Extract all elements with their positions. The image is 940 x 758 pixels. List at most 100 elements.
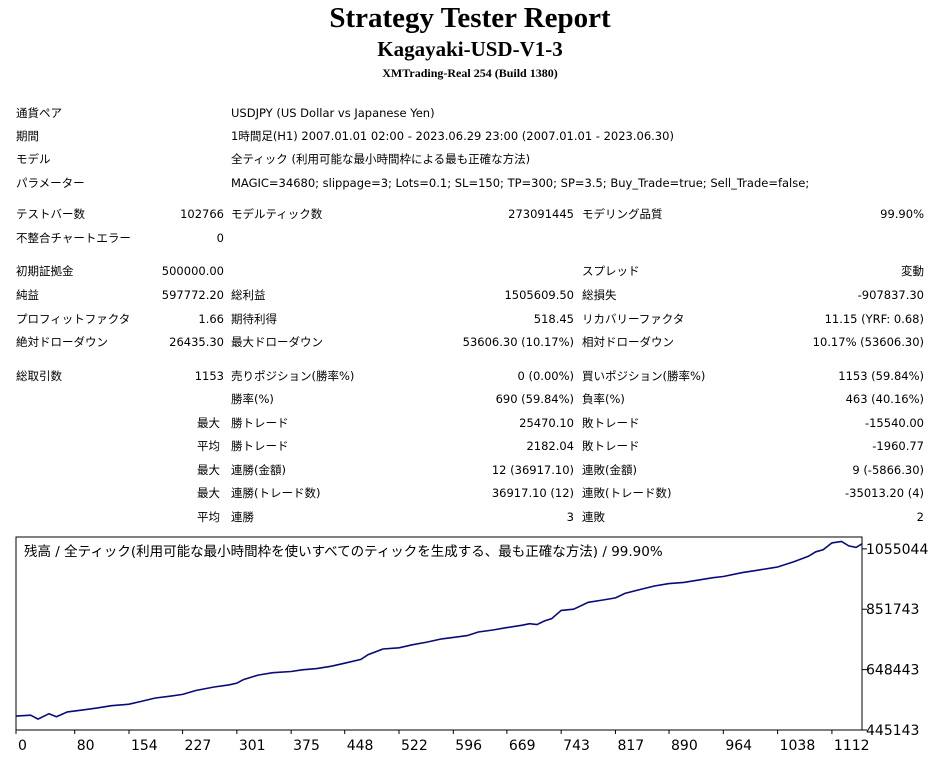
x-tick-label: 448 [347, 738, 374, 754]
gross-loss-value: -907837.30 [857, 288, 924, 302]
short-value: 0 (0.00%) [517, 369, 574, 383]
short-label: 売りポジション(勝率%) [231, 369, 355, 383]
setting-value: 1時間足(H1) 2007.01.01 02:00 - 2023.06.29 2… [231, 129, 674, 143]
report-title: Strategy Tester Report [329, 2, 611, 34]
x-tick-label: 743 [563, 738, 590, 754]
net-label: 純益 [16, 288, 39, 302]
x-tick-label: 1038 [780, 738, 816, 754]
consec-loss-count-label: 連敗(トレード数) [582, 486, 672, 500]
x-tick-label: 154 [131, 738, 158, 754]
stats-row-consec-count: 最大 連勝(トレード数) 36917.10 (12) 連敗(トレード数) -35… [0, 482, 940, 504]
chart-title: 残高 / 全ティック(利用可能な最小時間枠を使いすべてのティックを生成する、最も… [24, 543, 663, 560]
spread-label: スプレッド [582, 264, 640, 278]
balance-chart: 残高 / 全ティック(利用可能な最小時間枠を使いすべてのティックを生成する、最も… [0, 531, 940, 754]
avg-win-label: 勝トレード [231, 439, 289, 453]
stats-row-total: 総取引数 1153 売りポジション(勝率%) 0 (0.00%) 買いポジション… [0, 365, 940, 387]
stats-row-consec-money: 最大 連勝(金額) 12 (36917.10) 連敗(金額) 9 (-5866.… [0, 459, 940, 481]
stats-row-mismatch: 不整合チャートエラー 0 [0, 227, 940, 249]
pf-value: 1.66 [198, 312, 224, 326]
stats-row-avg-consec: 平均 連勝 3 連敗 2 [0, 506, 940, 528]
x-tick-label: 964 [725, 738, 752, 754]
gross-profit-label: 総利益 [231, 288, 266, 302]
x-tick-label: 890 [671, 738, 698, 754]
gross-profit-value: 1505609.50 [504, 288, 574, 302]
total-value: 1153 [194, 369, 224, 383]
expected-label: 期待利得 [231, 312, 277, 326]
consec-win-money-value: 12 (36917.10) [491, 463, 574, 477]
balance-series-line [15, 540, 863, 720]
avg-loss-value: -1960.77 [872, 439, 924, 453]
avg-consec-win-label: 連勝 [231, 510, 254, 524]
avg-loss-label: 敗トレード [582, 439, 640, 453]
avg-prefix: 平均 [197, 439, 220, 453]
setting-label: 期間 [16, 129, 39, 143]
y-tick-label: 1055044 [866, 542, 928, 558]
rel-dd-value: 10.17% (53606.30) [812, 335, 924, 349]
stats-row-deposit: 初期証拠金 500000.00 スプレッド 変動 [0, 260, 940, 282]
stats-row-bars: テストバー数 102766 モデルティック数 273091445 モデリング品質… [0, 203, 940, 225]
recovery-label: リカバリーファクタ [582, 312, 685, 326]
quality-label: モデリング品質 [582, 207, 663, 221]
consec-win-count-label: 連勝(トレード数) [231, 486, 321, 500]
consec-win-count-value: 36917.10 (12) [491, 486, 574, 500]
max-prefix: 最大 [197, 416, 220, 430]
largest-win-value: 25470.10 [519, 416, 574, 430]
total-label: 総取引数 [16, 369, 62, 383]
x-tick-label: 80 [77, 738, 95, 754]
long-value: 1153 (59.84%) [838, 369, 924, 383]
spread-value: 変動 [901, 264, 924, 278]
mismatch-value: 0 [216, 231, 224, 245]
ticks-label: モデルティック数 [231, 207, 323, 221]
x-tick-label: 227 [185, 738, 212, 754]
stats-row-average: 平均 勝トレード 2182.04 敗トレード -1960.77 [0, 435, 940, 457]
largest-win-label: 勝トレード [231, 416, 289, 430]
stats-row-winrate: 勝率(%) 690 (59.84%) 負率(%) 463 (40.16%) [0, 388, 940, 410]
x-tick-label: 1112 [834, 738, 870, 754]
setting-row-symbol: 通貨ペア USDJPY (US Dollar vs Japanese Yen) [0, 102, 940, 124]
x-tick-label: 669 [509, 738, 536, 754]
net-value: 597772.20 [161, 288, 224, 302]
setting-row-period: 期間 1時間足(H1) 2007.01.01 02:00 - 2023.06.2… [0, 125, 940, 147]
win-pct-value: 690 (59.84%) [495, 392, 574, 406]
avg-prefix: 平均 [197, 510, 220, 524]
y-tick-label: 445143 [866, 723, 919, 739]
x-tick-label: 301 [239, 738, 266, 754]
consec-loss-money-label: 連敗(金額) [582, 463, 637, 477]
pf-label: プロフィットファクタ [16, 312, 131, 326]
loss-pct-value: 463 (40.16%) [845, 392, 924, 406]
x-tick-label: 596 [455, 738, 482, 754]
bars-label: テストバー数 [16, 207, 85, 221]
max-prefix: 最大 [197, 463, 220, 477]
gross-loss-label: 総損失 [582, 288, 617, 302]
stats-row-largest: 最大 勝トレード 25470.10 敗トレード -15540.00 [0, 412, 940, 434]
balance-chart-svg: 残高 / 全ティック(利用可能な最小時間枠を使いすべてのティックを生成する、最も… [15, 536, 928, 754]
server-info: XMTrading-Real 254 (Build 1380) [382, 66, 558, 80]
recovery-value: 11.15 (YRF: 0.68) [824, 312, 924, 326]
consec-win-money-label: 連勝(金額) [231, 463, 286, 477]
setting-value: MAGIC=34680; slippage=3; Lots=0.1; SL=15… [231, 176, 810, 190]
max-dd-value: 53606.30 (10.17%) [462, 335, 574, 349]
setting-value: 全ティック (利用可能な最小時間枠による最も正確な方法) [231, 152, 531, 166]
largest-loss-label: 敗トレード [582, 416, 640, 430]
setting-label: モデル [16, 152, 51, 166]
x-tick-label: 817 [617, 738, 644, 754]
avg-consec-win-value: 3 [566, 510, 574, 524]
x-tick-label: 0 [18, 738, 27, 754]
stats-row-net: 純益 597772.20 総利益 1505609.50 総損失 -907837.… [0, 284, 940, 306]
quality-value: 99.90% [880, 207, 924, 221]
setting-row-model: モデル 全ティック (利用可能な最小時間枠による最も正確な方法) [0, 148, 940, 170]
mismatch-label: 不整合チャートエラー [16, 231, 131, 245]
stats-row-dd: 絶対ドローダウン 26435.30 最大ドローダウン 53606.30 (10.… [0, 331, 940, 353]
deposit-label: 初期証拠金 [16, 264, 74, 278]
x-tick-label: 522 [401, 738, 428, 754]
long-label: 買いポジション(勝率%) [582, 369, 706, 383]
bars-value: 102766 [180, 207, 224, 221]
expected-value: 518.45 [533, 312, 574, 326]
ticks-value: 273091445 [508, 207, 574, 221]
abs-dd-value: 26435.30 [169, 335, 224, 349]
consec-loss-count-value: -35013.20 (4) [845, 486, 924, 500]
avg-win-value: 2182.04 [526, 439, 574, 453]
max-prefix: 最大 [197, 486, 220, 500]
consec-loss-money-value: 9 (-5866.30) [852, 463, 924, 477]
setting-label: パラメーター [16, 176, 85, 190]
